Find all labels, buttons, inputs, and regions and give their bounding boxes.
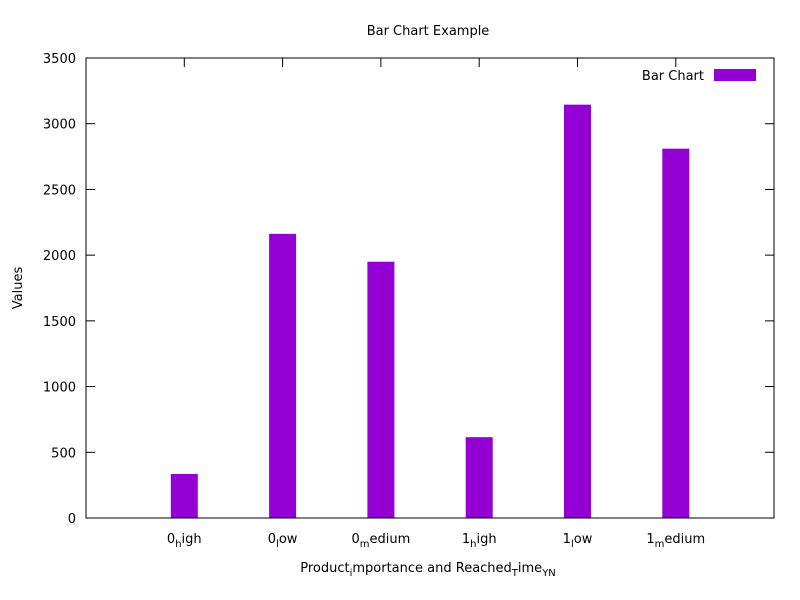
bar-1 (269, 233, 297, 518)
y-tick-label-3: 1500 (43, 315, 76, 330)
y-tick-label-7: 3500 (43, 52, 76, 67)
y-axis-label: Values (11, 267, 26, 310)
x-tick-label-1: 0low (268, 532, 298, 550)
x-tick-label-3: 1high (462, 532, 497, 550)
legend-label: Bar Chart (642, 69, 704, 84)
legend-swatch (714, 69, 756, 81)
bar-2 (367, 261, 395, 518)
y-tick-label-2: 1000 (43, 381, 76, 396)
legend: Bar Chart (642, 69, 756, 84)
x-tick-label-4: 1low (563, 532, 593, 550)
x-tick-label-2: 0medium (352, 532, 411, 550)
y-tick-label-1: 500 (51, 446, 76, 461)
bar-5 (662, 148, 690, 518)
chart-title: Bar Chart Example (367, 24, 490, 39)
bar-4 (564, 104, 591, 519)
y-tick-label-5: 2500 (43, 183, 76, 198)
y-tick-label-4: 2000 (43, 249, 76, 264)
x-tick-label-0: 0high (167, 532, 202, 550)
bar-3 (465, 437, 493, 518)
y-tick-label-0: 0 (68, 512, 76, 527)
x-tick-label-5: 1medium (646, 532, 705, 550)
plot-frame (85, 57, 775, 519)
bars (170, 104, 690, 519)
x-axis-label: Productimportance and ReachedTimeYN (300, 561, 556, 579)
x-tick-labels: 0high 0low 0medium 1high 1low 1medium (167, 532, 705, 550)
bar-0 (170, 473, 198, 518)
axis-ticks: 0 500 1000 1500 2000 2500 3000 3500 (43, 52, 774, 527)
y-tick-label-6: 3000 (43, 118, 76, 133)
